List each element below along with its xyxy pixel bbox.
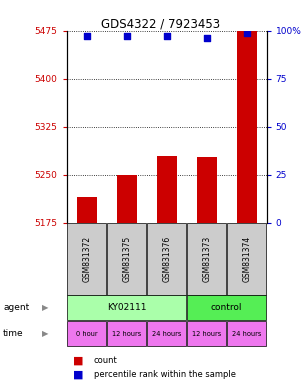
Bar [77,197,97,223]
Text: GDS4322 / 7923453: GDS4322 / 7923453 [101,17,220,30]
Text: GSM831374: GSM831374 [242,236,251,282]
Bar [188,321,226,346]
Bar [108,223,146,295]
Point [204,35,209,41]
Bar [237,31,257,223]
Text: GSM831376: GSM831376 [162,236,171,282]
Bar [68,321,106,346]
Text: percentile rank within the sample: percentile rank within the sample [94,370,236,379]
Bar [148,321,186,346]
Text: time: time [3,329,24,338]
Text: control: control [211,303,242,312]
Text: GSM831375: GSM831375 [122,236,131,282]
Bar [228,223,266,295]
Text: KY02111: KY02111 [107,303,146,312]
Text: count: count [94,356,118,366]
Text: GSM831373: GSM831373 [202,236,211,282]
Bar [228,321,266,346]
Text: ▶: ▶ [42,303,49,312]
Bar [188,295,266,319]
Point [164,33,169,40]
Text: GSM831372: GSM831372 [82,236,91,282]
Text: ■: ■ [73,356,83,366]
Text: 24 hours: 24 hours [152,331,181,336]
Bar [188,223,226,295]
Point [84,33,89,40]
Point [124,33,129,40]
Bar [68,295,186,319]
Bar [117,175,137,223]
Text: 0 hour: 0 hour [76,331,98,336]
Text: 24 hours: 24 hours [232,331,261,336]
Text: agent: agent [3,303,29,312]
Bar [108,321,146,346]
Bar [148,223,186,295]
Bar [157,156,177,223]
Text: ■: ■ [73,369,83,379]
Bar [197,157,217,223]
Point [244,30,249,36]
Text: 12 hours: 12 hours [192,331,221,336]
Text: ▶: ▶ [42,329,49,338]
Text: 12 hours: 12 hours [112,331,141,336]
Bar [68,223,106,295]
